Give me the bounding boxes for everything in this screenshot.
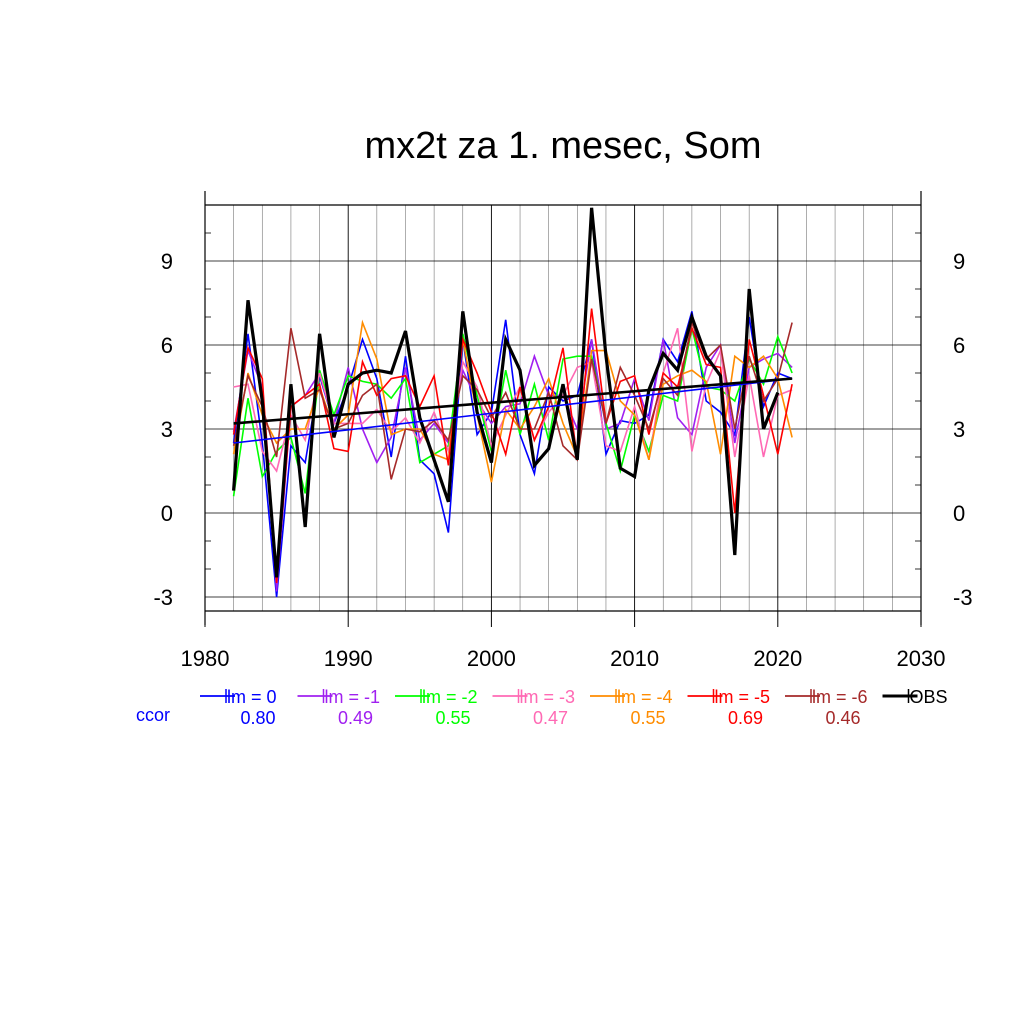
x-tick-label: 1990 xyxy=(324,646,373,671)
legend-label-5: lm = -5 xyxy=(715,687,771,707)
legend-label-4: lm = -4 xyxy=(617,687,673,707)
trend-line-7 xyxy=(233,377,793,425)
x-tick-label: 2010 xyxy=(610,646,659,671)
legend-label-6: lm = -6 xyxy=(812,687,868,707)
y-tick-label-left: 6 xyxy=(161,333,173,358)
x-tick-label: 2030 xyxy=(897,646,946,671)
chart-title: mx2t za 1. mesec, Som xyxy=(364,125,761,167)
y-tick-label-right: 6 xyxy=(953,333,965,358)
series-group xyxy=(232,207,793,598)
legend-ccor-2: 0.55 xyxy=(435,708,470,728)
grid xyxy=(205,205,921,611)
y-tick-label-right: 3 xyxy=(953,417,965,442)
y-tick-label-right: 0 xyxy=(953,501,965,526)
y-tick-label-left: 0 xyxy=(161,501,173,526)
legend-ccor-1: 0.49 xyxy=(338,708,373,728)
axes: -3 -3 0 0 3 3 6 6 9 9 1980 1990 2000 2010 2020 2030 xyxy=(153,191,973,671)
y-tick-label-left: 3 xyxy=(161,417,173,442)
legend-label-1: lm = -1 xyxy=(325,687,381,707)
legend-label-3: lm = -3 xyxy=(520,687,576,707)
y-tick-label-right: -3 xyxy=(953,585,973,610)
legend-label-7: OBS xyxy=(910,687,948,707)
y-tick-label-right: 9 xyxy=(953,249,965,274)
x-tick-label: 1980 xyxy=(181,646,230,671)
legend-label-0: lm = 0 xyxy=(227,687,277,707)
ccor-label: ccor xyxy=(136,705,170,725)
x-tick-label: 2000 xyxy=(467,646,516,671)
trend-lines xyxy=(233,377,793,444)
y-tick-label-left: 9 xyxy=(161,249,173,274)
x-tick-label: 2020 xyxy=(753,646,802,671)
legend-ccor-5: 0.69 xyxy=(728,708,763,728)
legend-ccor-4: 0.55 xyxy=(630,708,665,728)
legend-label-2: lm = -2 xyxy=(422,687,478,707)
series-line-7 xyxy=(232,207,780,578)
y-tick-label-left: -3 xyxy=(153,585,173,610)
trend-line-0 xyxy=(233,377,793,444)
legend-ccor-3: 0.47 xyxy=(533,708,568,728)
legend-ccor-6: 0.46 xyxy=(825,708,860,728)
legend-ccor-0: 0.80 xyxy=(240,708,275,728)
